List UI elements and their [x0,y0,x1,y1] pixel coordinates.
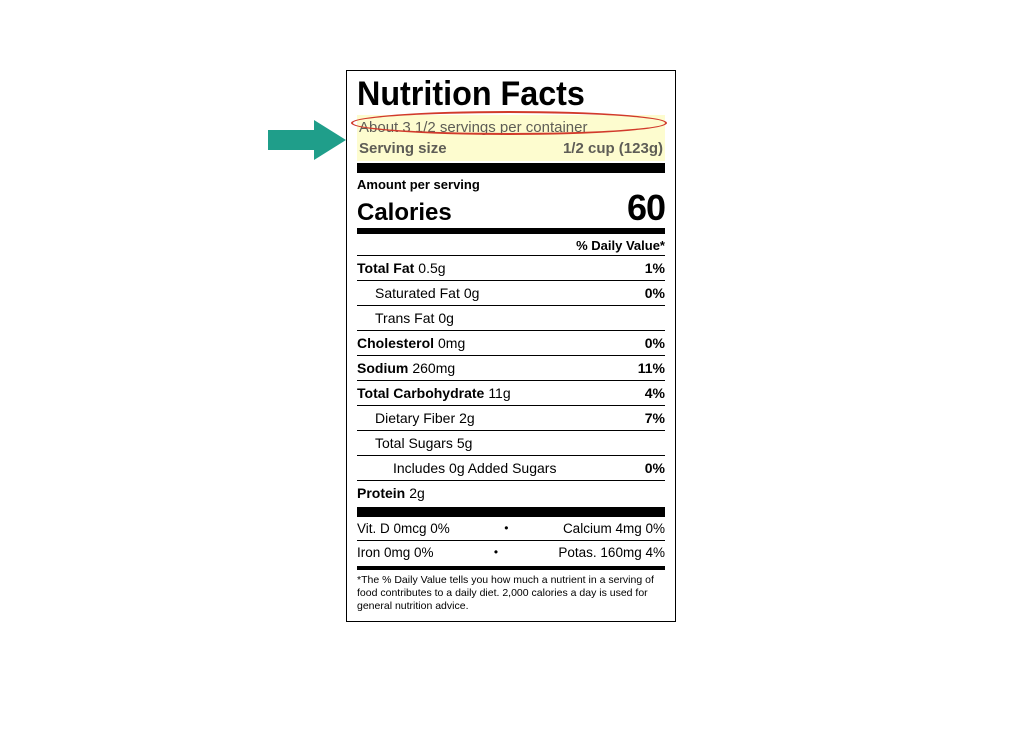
nutrient-row: Includes 0g Added Sugars 0% [357,455,665,480]
nutrient-row: Protein2g [357,480,665,505]
nutrient-name: Sodium [357,360,408,376]
nutrient-name: Total Carbohydrate [357,385,484,401]
vitamin-table: Vit. D 0mcg 0% • Calcium 4mg 0% Iron 0mg 0%… [357,517,665,564]
calories-row: Calories 60 [357,190,665,226]
nutrient-amount: 2g [409,485,425,501]
bullet-icon: • [494,546,498,558]
nutrient-amount: 0g [438,310,454,326]
nutrient-dv: 1% [645,260,665,276]
nutrient-name: Dietary Fiber [375,410,455,426]
nutrient-amount: 0mg [438,335,465,351]
serving-size-row: Serving size 1/2 cup (123g) [357,138,665,159]
nutrient-amount: 5g [457,435,473,451]
vitamin-row: Iron 0mg 0% • Potas. 160mg 4% [357,540,665,564]
vitamin-left: Iron 0mg 0% [357,545,434,560]
nutrient-name: Trans Fat [375,310,434,326]
nutrient-amount: 11g [488,385,510,401]
vitamin-right: Potas. 160mg 4% [558,545,665,560]
nutrient-dv: 4% [645,385,665,401]
nutrient-table: Total Fat0.5g1%Saturated Fat0g0%Trans Fa… [357,255,665,505]
nutrient-name: Cholesterol [357,335,434,351]
bullet-icon: • [504,522,508,534]
nutrient-dv: 0% [645,335,665,351]
nutrient-row: Total Fat0.5g 1% [357,255,665,280]
callout-arrow [268,120,346,160]
nutrient-row: Saturated Fat0g 0% [357,280,665,305]
nutrient-name: Includes 0g Added Sugars [393,460,556,476]
nutrient-dv: 0% [645,460,665,476]
nutrient-row: Trans Fat0g [357,305,665,330]
serving-highlight-block: About 3 1/2 servings per container Servi… [357,115,665,161]
nutrient-dv: 7% [645,410,665,426]
nutrient-name: Protein [357,485,405,501]
divider-bar [357,566,665,570]
nutrient-row: Dietary Fiber2g 7% [357,405,665,430]
vitamin-row: Vit. D 0mcg 0% • Calcium 4mg 0% [357,517,665,540]
nutrient-amount: 260mg [412,360,455,376]
nutrient-name: Saturated Fat [375,285,460,301]
nutrient-row: Sodium260mg 11% [357,355,665,380]
vitamin-right: Calcium 4mg 0% [563,521,665,536]
nutrient-amount: 0.5g [418,260,445,276]
nutrient-row: Total Carbohydrate11g 4% [357,380,665,405]
nutrition-facts-panel: Nutrition Facts About 3 1/2 servings per… [346,70,676,622]
divider-bar [357,163,665,173]
nutrient-amount: 2g [459,410,475,426]
divider-bar [357,507,665,517]
nutrient-amount: 0g [464,285,480,301]
footnote: *The % Daily Value tells you how much a … [357,574,665,613]
vitamin-left: Vit. D 0mcg 0% [357,521,450,536]
nutrient-row: Cholesterol0mg 0% [357,330,665,355]
nutrient-dv: 0% [645,285,665,301]
nutrient-row: Total Sugars5g [357,430,665,455]
panel-title: Nutrition Facts [357,77,650,113]
calories-value: 60 [627,190,665,226]
calories-label: Calories [357,201,452,225]
nutrient-name: Total Fat [357,260,414,276]
daily-value-header: % Daily Value* [357,234,665,255]
serving-size-label: Serving size [359,140,447,157]
nutrient-name: Total Sugars [375,435,453,451]
nutrient-dv: 11% [638,360,665,376]
serving-size-value: 1/2 cup (123g) [563,140,663,157]
servings-per-container: About 3 1/2 servings per container [357,117,665,138]
